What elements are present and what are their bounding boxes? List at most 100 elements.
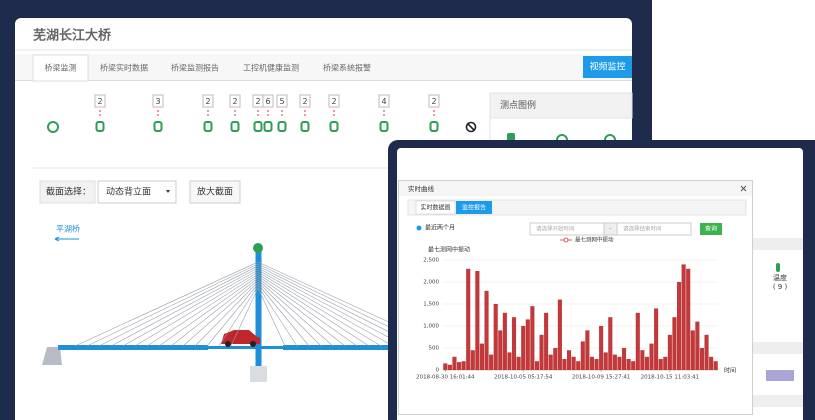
zoom-button-label[interactable]: 放大截面 [197, 186, 233, 198]
dialog-title: 实时曲线 [408, 184, 435, 193]
cable [182, 279, 259, 347]
cable [110, 267, 259, 347]
video-button-label[interactable]: 视频监控 [589, 61, 625, 73]
sensor-icon [379, 121, 389, 132]
tab-label[interactable]: 桥梁监测 [45, 63, 77, 73]
dialog-tab[interactable] [415, 200, 456, 215]
bar [640, 350, 645, 370]
sensor-count-box [94, 94, 106, 108]
start-placeholder[interactable]: 请选择开始时间 [536, 225, 575, 233]
tab-active[interactable] [32, 54, 89, 82]
direction-label: 平湖桥 [56, 224, 80, 234]
video-button[interactable] [583, 56, 632, 78]
sensor-icon [95, 121, 105, 132]
bar [525, 319, 530, 370]
bar [644, 356, 650, 370]
bar [553, 348, 558, 370]
sensor-count-box [276, 94, 288, 108]
side-strip [752, 395, 803, 407]
tab-label[interactable]: 桥梁监测报告 [171, 63, 219, 73]
sensor-count: 2 [331, 97, 336, 106]
bar [585, 330, 590, 370]
sensor-icon [253, 121, 263, 132]
dialog-tab-label[interactable]: 监控报告 [462, 204, 486, 212]
sensor-icon [300, 121, 310, 132]
dialog-tab-label[interactable]: 实时数据图 [420, 204, 450, 212]
sensor-icon [467, 123, 475, 131]
car-wheel [225, 341, 231, 347]
query-button-label[interactable]: 查询 [705, 225, 717, 233]
bar [548, 354, 553, 370]
end-input[interactable] [616, 222, 692, 236]
bar [511, 317, 517, 370]
side-label: 温度 [773, 273, 787, 282]
tab-label[interactable]: 桥梁系统报警 [323, 63, 371, 73]
cable [257, 283, 310, 347]
section-select-value[interactable]: 动态背立面 [106, 186, 151, 198]
bar [654, 308, 659, 370]
radio[interactable] [416, 225, 422, 231]
x-axis-label: 时间 [724, 367, 736, 375]
zoom-button[interactable] [189, 180, 241, 204]
bar [709, 356, 714, 370]
bar [658, 359, 663, 370]
sensor-icon [263, 121, 273, 132]
bar [456, 362, 462, 370]
cable [134, 271, 259, 347]
bar [534, 361, 540, 370]
sensor-count: 2 [255, 97, 260, 106]
dialog [398, 180, 753, 415]
tab-label[interactable]: 工控机健康监测 [243, 63, 299, 73]
cable [194, 281, 259, 347]
bar [470, 350, 475, 370]
cable [257, 285, 298, 347]
query-button[interactable] [700, 223, 722, 235]
sensor-count: 3 [155, 97, 160, 106]
cable [146, 273, 259, 347]
end-placeholder[interactable]: 请选择结束时间 [623, 225, 662, 233]
bar [686, 268, 691, 370]
side-button[interactable] [766, 370, 794, 381]
bar [493, 304, 498, 370]
cable [257, 271, 382, 347]
dialog-tab-active[interactable] [456, 201, 492, 214]
window-title: 芜湖长江大桥 [33, 28, 112, 44]
cable [257, 273, 370, 347]
bar [699, 348, 705, 370]
tab-label[interactable]: 桥梁实时数据 [100, 63, 148, 73]
sensor-icon [153, 121, 163, 132]
x-tick-label: 2018-10-09 15:27:41 [572, 375, 630, 381]
car [221, 330, 260, 344]
y-axis-label: 最七测网中振动 [428, 246, 470, 254]
section-select[interactable] [97, 180, 177, 204]
pier [42, 347, 62, 365]
bar [663, 356, 668, 370]
bar [603, 352, 608, 370]
bar [507, 352, 512, 370]
sensor-icon [277, 121, 287, 132]
cable [98, 265, 259, 347]
cable [257, 267, 406, 347]
sensor-count-box [229, 94, 241, 108]
x-tick-label: 2018-08-30 16:01:44 [416, 375, 475, 381]
bar [461, 361, 466, 370]
tab-group: 桥梁监测 桥梁实时数据 桥梁监测报告 工控机健康监测 桥梁系统报警 [32, 54, 371, 82]
bar [566, 350, 572, 370]
legend-label: 最七测网中振动 [575, 236, 614, 244]
sensor-icon [230, 121, 240, 132]
cable [218, 285, 259, 347]
sensor-count: 6 [265, 97, 270, 106]
bar [475, 271, 480, 370]
bar [626, 359, 631, 370]
bar [612, 354, 617, 370]
bar [690, 330, 695, 370]
sensor-count: 4 [381, 97, 386, 106]
close-button[interactable] [740, 185, 747, 192]
side-strip [752, 342, 803, 354]
sensor-count: 2 [302, 97, 307, 106]
cable [257, 279, 334, 347]
sensor-icon [329, 121, 339, 132]
cable [230, 287, 259, 347]
radio-label[interactable]: 最近两个月 [425, 224, 455, 232]
deck [208, 346, 283, 349]
